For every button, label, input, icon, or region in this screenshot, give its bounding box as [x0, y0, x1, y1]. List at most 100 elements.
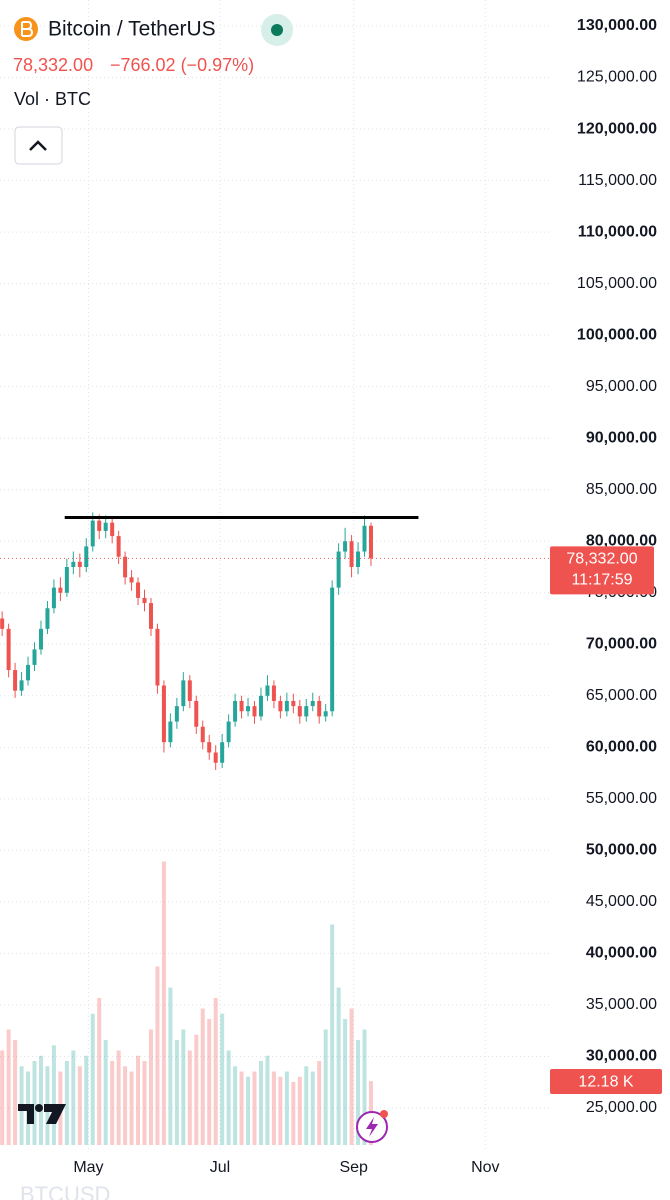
price-tag: [550, 546, 654, 595]
candle-body: [19, 680, 24, 691]
y-tick-label: 55,000.00: [586, 790, 657, 807]
candle-body: [336, 551, 341, 588]
volume-bar: [187, 1050, 192, 1145]
volume-bar: [284, 1071, 289, 1145]
volume-bar: [336, 987, 341, 1145]
candle-body: [343, 541, 348, 552]
y-tick-label: 115,000.00: [578, 172, 657, 189]
y-tick-label: 100,000.00: [577, 326, 657, 343]
volume-bar: [362, 1029, 367, 1145]
y-tick-label: 30,000.00: [586, 1048, 657, 1065]
candle-body: [174, 706, 179, 722]
coin-glyph: [21, 21, 34, 37]
tradingview-logo-dot: [35, 1104, 43, 1112]
volume-bar: [258, 1061, 263, 1145]
notification-dot: [380, 1110, 388, 1118]
watermark: BTCUSD: [20, 1182, 110, 1200]
volume-bar: [304, 1066, 309, 1145]
volume-tag: [550, 1069, 662, 1095]
volume-bar: [77, 1066, 82, 1145]
y-tick-label: 130,000.00: [577, 17, 657, 34]
y-tick-label: 45,000.00: [586, 893, 657, 910]
volume-bar: [271, 1071, 276, 1145]
candle-body: [51, 587, 56, 609]
y-tick-label: 50,000.00: [586, 842, 657, 859]
volume-bar: [252, 1071, 257, 1145]
volume-bar: [356, 1040, 361, 1145]
volume-bar: [161, 861, 166, 1145]
candle-body: [97, 520, 102, 531]
candle-body: [213, 752, 218, 763]
volume-bar: [168, 987, 173, 1145]
candle-body: [116, 536, 121, 557]
candle-body: [103, 522, 108, 531]
candle-body: [252, 706, 257, 717]
candle-body: [200, 726, 205, 743]
y-tick-label: 120,000.00: [577, 120, 657, 137]
candle-body: [220, 742, 225, 763]
volume-bar: [349, 1008, 354, 1145]
volume-bar: [71, 1050, 76, 1145]
candle-body: [0, 618, 5, 629]
volume-bar: [123, 1066, 128, 1145]
candle-body: [161, 685, 166, 743]
volume-bar: [174, 1040, 179, 1145]
candle-layer: [0, 512, 373, 771]
candle-body: [368, 525, 373, 559]
candle-body: [58, 587, 63, 593]
volume-bar: [291, 1082, 296, 1145]
candle-body: [330, 587, 335, 712]
candle-body: [291, 700, 296, 707]
x-tick-label: Nov: [471, 1159, 499, 1176]
candle-body: [226, 721, 231, 743]
volume-bar: [233, 1066, 238, 1145]
volume-bar: [6, 1029, 11, 1145]
candle-body: [64, 567, 69, 593]
y-tick-label: 35,000.00: [586, 996, 657, 1013]
candle-body: [362, 525, 367, 552]
volume-bar: [200, 1008, 205, 1145]
y-tick-label: 85,000.00: [586, 481, 657, 498]
volume-bar: [64, 1061, 69, 1145]
candle-body: [6, 628, 11, 671]
candle-body: [194, 700, 199, 727]
candle-body: [233, 700, 238, 722]
candle-body: [142, 597, 147, 604]
candle-body: [265, 685, 270, 696]
y-tick-label: 80,000.00: [586, 532, 657, 549]
volume-bar: [181, 1029, 186, 1145]
collapse-button[interactable]: [14, 126, 63, 165]
y-tick-label: 110,000.00: [578, 223, 657, 240]
status-dot: [271, 24, 283, 36]
volume-bar: [246, 1076, 251, 1145]
overlay-layer: 78,332.00 11:17:59 12.18 K: [0, 516, 662, 1095]
candle-body: [155, 628, 160, 686]
x-tick-label: Jul: [210, 1159, 230, 1176]
candle-body: [349, 541, 354, 567]
volume-bar: [213, 998, 218, 1145]
candle-body: [168, 721, 173, 743]
candle-body: [317, 700, 322, 717]
candle-body: [356, 551, 361, 567]
candle-body: [271, 685, 276, 701]
candle-body: [71, 561, 76, 567]
header-price: 78,332.00: [13, 55, 93, 75]
candle-body: [284, 700, 289, 712]
volume-bar: [297, 1076, 302, 1145]
volume-bar: [323, 1029, 328, 1145]
y-tick-label: 25,000.00: [586, 1099, 657, 1116]
price-tag-label: 78,332.00: [566, 551, 637, 568]
y-tick-label: 95,000.00: [586, 378, 657, 395]
tradingview-logo: [18, 1104, 66, 1124]
y-tick-label: 105,000.00: [577, 275, 657, 292]
volume-bar: [220, 1013, 225, 1145]
candle-body: [278, 700, 283, 712]
symbol-title: Bitcoin / TetherUS: [48, 18, 216, 41]
volume-bar: [194, 1034, 199, 1145]
volume-bar: [116, 1050, 121, 1145]
volume-bar: [110, 1061, 115, 1145]
candle-body: [181, 680, 186, 707]
y-tick-label: 40,000.00: [586, 945, 657, 962]
y-tick-label: 60,000.00: [586, 739, 657, 756]
